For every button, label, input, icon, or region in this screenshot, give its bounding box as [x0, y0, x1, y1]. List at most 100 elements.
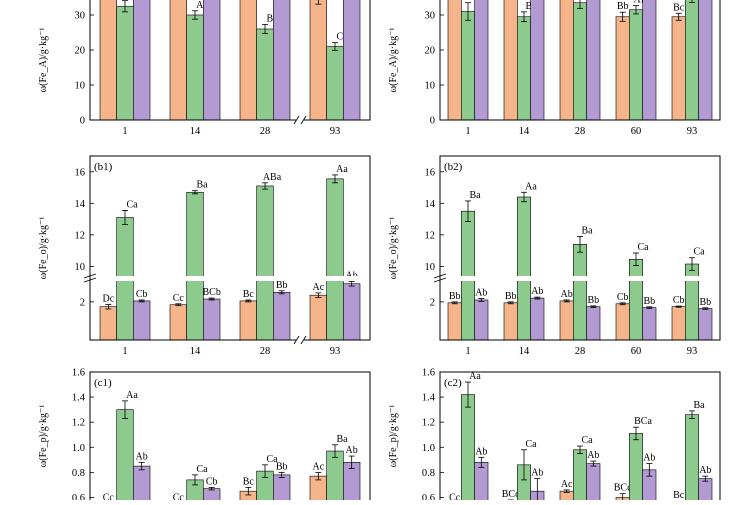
significance-label: Cb	[673, 295, 685, 306]
bar-purple-1	[133, 0, 151, 120]
bar-green-28	[573, 449, 587, 505]
bar-purple-1	[133, 465, 151, 505]
bar-green-60	[629, 9, 643, 120]
significance-label: Bb	[276, 461, 288, 472]
y-tick-label: 20	[425, 46, 436, 57]
panel-label: (b1)	[94, 161, 113, 173]
y-tick-label: 1.2	[72, 418, 85, 429]
significance-label: Bc	[243, 289, 255, 300]
bar-purple-28	[586, 463, 601, 505]
bar-green-1	[461, 210, 475, 340]
bar-orange-60	[615, 303, 630, 340]
bar-orange-93	[309, 0, 327, 120]
significance-label: ABa	[263, 172, 282, 183]
x-tick-label: 1	[122, 346, 127, 357]
significance-label: Bc	[673, 2, 685, 13]
bar-purple-1	[474, 0, 489, 120]
y-tick-label: 10	[75, 81, 86, 92]
x-axis-break-mark	[293, 335, 300, 345]
bar-green-93	[326, 450, 344, 505]
y-tick-label: 30	[75, 11, 86, 22]
y-axis-label: ω(Fe_o)/g·kg⁻¹	[38, 217, 49, 280]
y-tick-label: 1.4	[422, 393, 436, 404]
bar-purple-93	[698, 0, 713, 120]
y-tick-label: 16	[75, 167, 86, 178]
x-tick-label: 14	[190, 346, 201, 357]
y-tick-label: 30	[425, 11, 436, 22]
significance-label: Bc	[266, 13, 278, 24]
axis-break-gap	[441, 276, 719, 281]
y-tick-label: 14	[75, 199, 86, 210]
significance-label: Ac	[312, 282, 324, 293]
bar-green-14	[186, 14, 204, 120]
significance-label: Bb	[449, 291, 461, 302]
y-tick-label: 0	[430, 116, 435, 127]
significance-label: Ba	[336, 434, 348, 445]
significance-label: Ba	[469, 190, 481, 201]
x-tick-label: 1	[122, 126, 127, 137]
plot-area-b1: Dc Cc Bc Ac Ca Ba ABa Aa Cb BCb Bb Ab	[99, 164, 361, 340]
bar-purple-93	[698, 308, 713, 340]
bar-orange-28	[239, 300, 257, 340]
panel-b1: Dc Cc Bc Ac Ca Ba ABa Aa Cb BCb Bb Ab 2 10 12 14 16 1 14 28…	[38, 155, 371, 357]
significance-label: Cc	[449, 493, 461, 500]
x-tick-label: 93	[330, 346, 341, 357]
bar-orange-14	[169, 0, 187, 120]
x-axis-break-gap	[296, 118, 304, 122]
bar-orange-28	[559, 300, 574, 340]
panel-a1: AaBbAbBbAcAcBcCc0102030401142893ω(Fe_A)/…	[38, 0, 371, 137]
significance-label: BCc	[614, 483, 632, 494]
bar-purple-14	[203, 0, 221, 120]
plot-frame	[89, 371, 371, 505]
bar-green-14	[517, 16, 531, 120]
bar-purple-14	[203, 298, 221, 340]
bar-green-93	[685, 414, 699, 505]
panel-c2: Cc BCc Ac BCc Bc Aa Ca Ca BCa Ba Ab Ab Ab Ab Ab 0.6 0.8 1…	[388, 368, 721, 505]
x-tick-label: 14	[519, 346, 530, 357]
bar-green-14	[186, 191, 204, 340]
significance-label: Bb	[699, 297, 711, 308]
significance-label: BCa	[634, 416, 652, 427]
y-tick-label: 1.6	[422, 368, 435, 379]
bar-orange-14	[169, 304, 187, 340]
significance-label: Bb	[276, 280, 288, 291]
bar-orange-1	[447, 302, 462, 340]
bar-purple-93	[343, 0, 361, 120]
significance-label: Cc	[336, 32, 348, 43]
y-tick-label: 10	[75, 262, 86, 273]
significance-label: Ac	[312, 461, 324, 472]
y-tick-label: 1.0	[72, 443, 85, 454]
plot-area-b2: Bb Bb Ab Cb Cb Ba Aa Ba Ca Ca Ab Ab Bb Bb Bb	[447, 181, 713, 340]
significance-label: Ba	[581, 225, 593, 236]
bar-purple-93	[343, 283, 361, 340]
bar-green-1	[461, 11, 475, 120]
y-tick-label: 1.6	[72, 368, 85, 379]
panel-label: (b2)	[444, 161, 463, 173]
x-axis-break-gap	[296, 338, 304, 342]
x-tick-label: 93	[687, 126, 698, 137]
panel-c1: Cc CcBcAcAaCaCaBaAbCbBbAb0.60.81.01.21.41…	[38, 368, 371, 505]
significance-label: Ac	[126, 0, 138, 1]
bar-green-14	[517, 196, 531, 340]
significance-label: Ab	[561, 289, 573, 300]
bar-purple-28	[586, 0, 601, 120]
x-tick-label: 28	[260, 346, 271, 357]
bar-green-28	[256, 28, 274, 120]
y-tick-label: 10	[425, 262, 436, 273]
panel-label: (c1)	[94, 377, 112, 389]
significance-label: Cb	[206, 476, 218, 487]
bar-purple-93	[698, 478, 713, 505]
bar-green-60	[629, 258, 643, 340]
x-tick-label: 14	[519, 126, 530, 137]
y-tick-label: 14	[425, 199, 436, 210]
bar-purple-14	[530, 0, 545, 120]
y-tick-label: 2	[80, 297, 85, 308]
x-tick-label: 60	[631, 346, 642, 357]
bar-purple-1	[474, 462, 489, 505]
bar-green-1	[116, 409, 134, 505]
significance-label: Ca	[637, 242, 649, 253]
bar-green-28	[256, 185, 274, 340]
significance-label: Ab	[587, 450, 599, 461]
